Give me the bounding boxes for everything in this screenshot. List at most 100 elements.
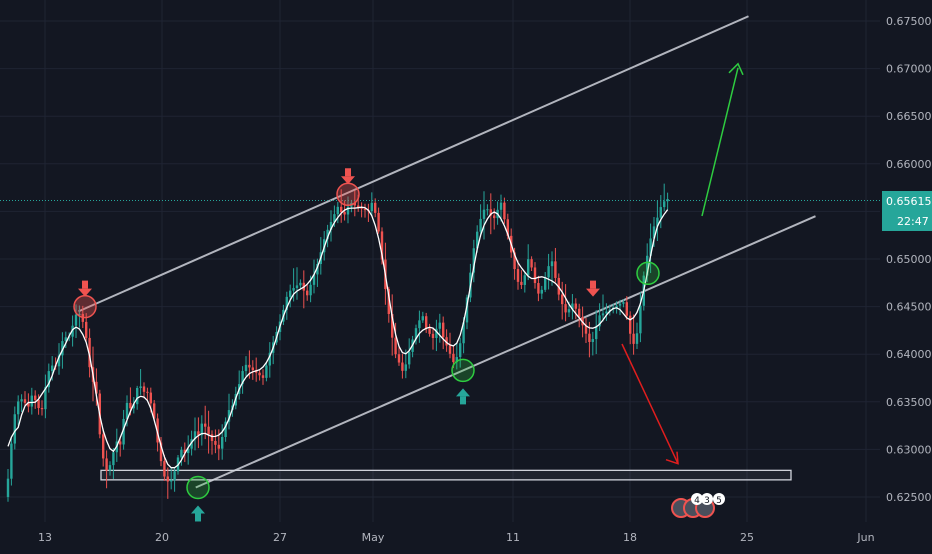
candle-body bbox=[204, 423, 207, 427]
support-zone-rect[interactable] bbox=[100, 469, 792, 481]
candle-body bbox=[448, 345, 452, 354]
candle-body bbox=[465, 297, 469, 323]
candle-body bbox=[292, 288, 295, 291]
candle-body bbox=[554, 261, 557, 278]
candle-body bbox=[200, 423, 203, 436]
candle-body bbox=[574, 303, 577, 309]
candle-body bbox=[588, 333, 591, 342]
candle-body bbox=[452, 353, 455, 363]
candle-body bbox=[649, 238, 652, 256]
candle-body bbox=[95, 381, 98, 394]
candle-body bbox=[571, 303, 574, 310]
candle-body bbox=[105, 458, 108, 471]
price-axis[interactable]: 0.675000.670000.665000.660000.655000.650… bbox=[880, 0, 932, 550]
candle-body bbox=[170, 480, 173, 482]
candle-body bbox=[329, 221, 333, 230]
candle-body bbox=[57, 355, 61, 367]
candle-body bbox=[207, 426, 210, 435]
pivot-top-circle bbox=[73, 294, 97, 319]
candle-body bbox=[129, 402, 132, 409]
channel-lower-line[interactable] bbox=[195, 215, 816, 489]
event-count-badge-2 bbox=[701, 493, 713, 505]
projection-arrows[interactable] bbox=[621, 62, 744, 465]
time-tick-label: 18 bbox=[623, 531, 637, 544]
support-zone[interactable] bbox=[100, 469, 792, 481]
candle-body bbox=[224, 421, 227, 438]
candle-body bbox=[295, 285, 299, 289]
time-tick-label: 20 bbox=[155, 531, 169, 544]
candle-body bbox=[112, 452, 115, 466]
candle-body bbox=[578, 308, 581, 318]
candle-body bbox=[618, 303, 622, 306]
event-count-3: 5 bbox=[716, 496, 722, 506]
time-tick-label: Jun bbox=[856, 531, 874, 544]
candle-body bbox=[102, 434, 105, 459]
candle-body bbox=[632, 333, 635, 344]
candle-body bbox=[516, 269, 520, 282]
candle-body bbox=[61, 341, 64, 356]
sell-arrow-shaft bbox=[82, 280, 88, 289]
candle-body bbox=[285, 296, 288, 310]
candle-body bbox=[227, 410, 231, 422]
candle-body bbox=[119, 441, 122, 445]
candle-body bbox=[125, 402, 129, 419]
price-tick-label: 0.67500 bbox=[886, 15, 932, 28]
candle-body bbox=[132, 404, 135, 409]
candle-body bbox=[343, 212, 346, 215]
candle-body bbox=[221, 437, 224, 449]
candle-body bbox=[244, 364, 248, 372]
trend-channel[interactable] bbox=[78, 15, 816, 489]
candle-body bbox=[139, 386, 142, 388]
event-icons[interactable]: 4 3 5 bbox=[671, 493, 725, 518]
candle-body bbox=[462, 322, 465, 344]
candle-body bbox=[142, 386, 146, 392]
candle-body bbox=[30, 395, 33, 407]
candle-body bbox=[180, 449, 183, 458]
candle-body bbox=[652, 226, 656, 239]
candle-body bbox=[503, 202, 506, 220]
candle-body bbox=[20, 399, 23, 402]
channel-upper-line[interactable] bbox=[78, 15, 749, 313]
candle-body bbox=[214, 440, 217, 445]
candle-body bbox=[309, 284, 312, 296]
candle-body bbox=[479, 218, 482, 232]
candle-body bbox=[523, 275, 526, 285]
candle-body bbox=[316, 264, 319, 275]
candle-body bbox=[472, 248, 475, 273]
bearish-arrowhead-icon bbox=[665, 451, 679, 465]
price-tick-label: 0.64500 bbox=[886, 301, 932, 314]
candle-body bbox=[261, 375, 265, 378]
time-axis[interactable]: 13 20 27 May 11 18 25 Jun bbox=[0, 522, 880, 550]
candle-body bbox=[241, 371, 244, 385]
candle-body bbox=[360, 207, 363, 209]
candle-body bbox=[506, 219, 509, 236]
candle-body bbox=[622, 302, 625, 304]
candle-body bbox=[629, 315, 632, 334]
price-tag-box bbox=[882, 191, 932, 231]
candle-body bbox=[85, 321, 88, 338]
sell-arrow-icon bbox=[78, 288, 92, 297]
candle-body bbox=[394, 337, 397, 355]
price-tick-label: 0.67000 bbox=[886, 63, 932, 76]
candle-body bbox=[40, 408, 44, 410]
candle-body bbox=[23, 399, 27, 403]
candle-body bbox=[489, 209, 492, 216]
candle-body bbox=[370, 202, 373, 212]
candle-body bbox=[357, 205, 360, 208]
sell-arrow-shaft bbox=[345, 168, 351, 177]
candle-body bbox=[37, 399, 40, 409]
candle-body bbox=[476, 231, 479, 249]
candle-body bbox=[397, 354, 401, 363]
bearish-projection-line[interactable] bbox=[621, 343, 679, 464]
price-tick-label: 0.63500 bbox=[886, 396, 932, 409]
candle-body bbox=[374, 202, 377, 213]
sell-arrow-shaft bbox=[590, 280, 596, 289]
candle-body bbox=[567, 309, 571, 313]
bullish-projection-line[interactable] bbox=[701, 67, 739, 217]
price-tick-label: 0.65000 bbox=[886, 253, 932, 266]
candle-body bbox=[153, 403, 156, 419]
candle-body bbox=[445, 337, 448, 346]
candle-body bbox=[530, 259, 533, 268]
